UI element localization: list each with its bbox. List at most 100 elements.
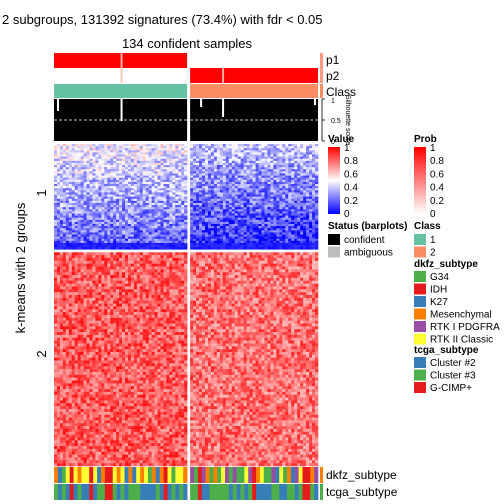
- heatmap-cell: [160, 211, 164, 214]
- heatmap-cell: [303, 154, 307, 157]
- heatmap-cell: [59, 283, 64, 287]
- heatmap-cell: [291, 152, 295, 155]
- heatmap-cell: [124, 215, 129, 218]
- heatmap-cell: [154, 266, 158, 270]
- heatmap-cell: [77, 184, 81, 187]
- heatmap-cell: [130, 194, 135, 197]
- heatmap-cell: [243, 224, 247, 227]
- heatmap-cell: [92, 242, 96, 246]
- heatmap-cell: [119, 269, 123, 273]
- heatmap-cell: [193, 156, 197, 160]
- heatmap-cell: [74, 240, 78, 244]
- heatmap-cell: [116, 177, 120, 181]
- heatmap-cell: [160, 152, 164, 155]
- heatmap-cell: [207, 190, 212, 193]
- heatmap-cell: [80, 144, 84, 147]
- heatmap-cell: [54, 245, 58, 248]
- heatmap-cell: [80, 181, 84, 185]
- heatmap-cell: [59, 181, 64, 185]
- heatmap-cell: [261, 192, 265, 195]
- heatmap-cell: [231, 177, 236, 181]
- heatmap-cell: [110, 286, 114, 290]
- heatmap-cell: [193, 152, 197, 155]
- heatmap-cell: [169, 175, 173, 178]
- heatmap-cell: [219, 217, 224, 221]
- heatmap-cell: [127, 228, 132, 231]
- heatmap-cell: [243, 196, 247, 200]
- heatmap-cell: [98, 238, 102, 242]
- heatmap-cell: [261, 179, 265, 183]
- heatmap-cell: [199, 169, 203, 172]
- heatmap-cell: [279, 192, 283, 195]
- heatmap-cell: [258, 207, 262, 210]
- heatmap-cell: [116, 228, 120, 231]
- heatmap-cell: [294, 156, 298, 160]
- heatmap-cell: [122, 275, 126, 279]
- heatmap-cell: [228, 150, 233, 153]
- heatmap-cell: [98, 184, 102, 187]
- heatmap-cell: [124, 181, 129, 185]
- heatmap-cell: [160, 217, 164, 221]
- heatmap-cell: [65, 215, 70, 218]
- heatmap-cell: [172, 213, 176, 216]
- top-annotation-tracks: [54, 53, 323, 98]
- heatmap-cell: [234, 245, 238, 248]
- heatmap-cell: [77, 230, 81, 233]
- heatmap-cell: [193, 148, 197, 151]
- heatmap-cell: [122, 167, 126, 170]
- heatmap-cell: [86, 205, 90, 208]
- heatmap-cell: [107, 219, 111, 223]
- heatmap-cell: [282, 226, 286, 229]
- heatmap-cell: [104, 242, 108, 246]
- heatmap-cell: [169, 169, 173, 172]
- heatmap-cell: [151, 196, 155, 200]
- heatmap-cell: [300, 228, 304, 231]
- heatmap-cell: [163, 266, 167, 270]
- heatmap-cell: [172, 277, 176, 282]
- heatmap-cell: [207, 156, 212, 160]
- heatmap-cell: [190, 175, 194, 178]
- heatmap-cell: [68, 207, 73, 210]
- heatmap-cell: [127, 154, 132, 157]
- heatmap-cell: [261, 242, 265, 246]
- heatmap-cell: [190, 215, 194, 218]
- heatmap-cell: [255, 215, 259, 218]
- heatmap-cell: [71, 154, 76, 157]
- heatmap-cell: [190, 160, 194, 164]
- heatmap-cell: [122, 148, 126, 151]
- heatmap-cell: [68, 173, 73, 176]
- heatmap-cell: [95, 263, 99, 267]
- heatmap-cell: [300, 171, 304, 174]
- heatmap-cell: [249, 245, 253, 248]
- heatmap-cell: [219, 194, 224, 197]
- heatmap-cell: [225, 190, 230, 193]
- heatmap-cell: [145, 152, 149, 155]
- heatmap-cell: [190, 188, 194, 191]
- heatmap-cell: [184, 175, 188, 178]
- heatmap-cell: [116, 280, 120, 284]
- heatmap-cell: [142, 255, 146, 259]
- heatmap-cell: [62, 277, 67, 282]
- heatmap-cell: [68, 194, 73, 197]
- heatmap-cell: [199, 198, 203, 202]
- heatmap-cell: [160, 160, 164, 164]
- heatmap-cell: [237, 177, 241, 181]
- heatmap-cell: [86, 275, 90, 279]
- heatmap-cell: [207, 230, 212, 233]
- heatmap-cell: [154, 186, 158, 189]
- heatmap-cell: [255, 190, 259, 193]
- heatmap-cell: [210, 167, 215, 170]
- heatmap-cell: [234, 198, 238, 202]
- heatmap-cell: [207, 238, 212, 242]
- heatmap-cell: [190, 198, 194, 202]
- heatmap-cell: [83, 160, 87, 164]
- heatmap-cell: [204, 146, 209, 149]
- heatmap-cell: [270, 148, 274, 151]
- heatmap-cell: [113, 196, 117, 200]
- heatmap-cell: [83, 173, 87, 176]
- heatmap-cell: [202, 165, 206, 168]
- heatmap-cell: [83, 209, 87, 212]
- heatmap-cell: [59, 150, 64, 153]
- heatmap-cell: [77, 194, 81, 197]
- heatmap-cell: [276, 211, 280, 214]
